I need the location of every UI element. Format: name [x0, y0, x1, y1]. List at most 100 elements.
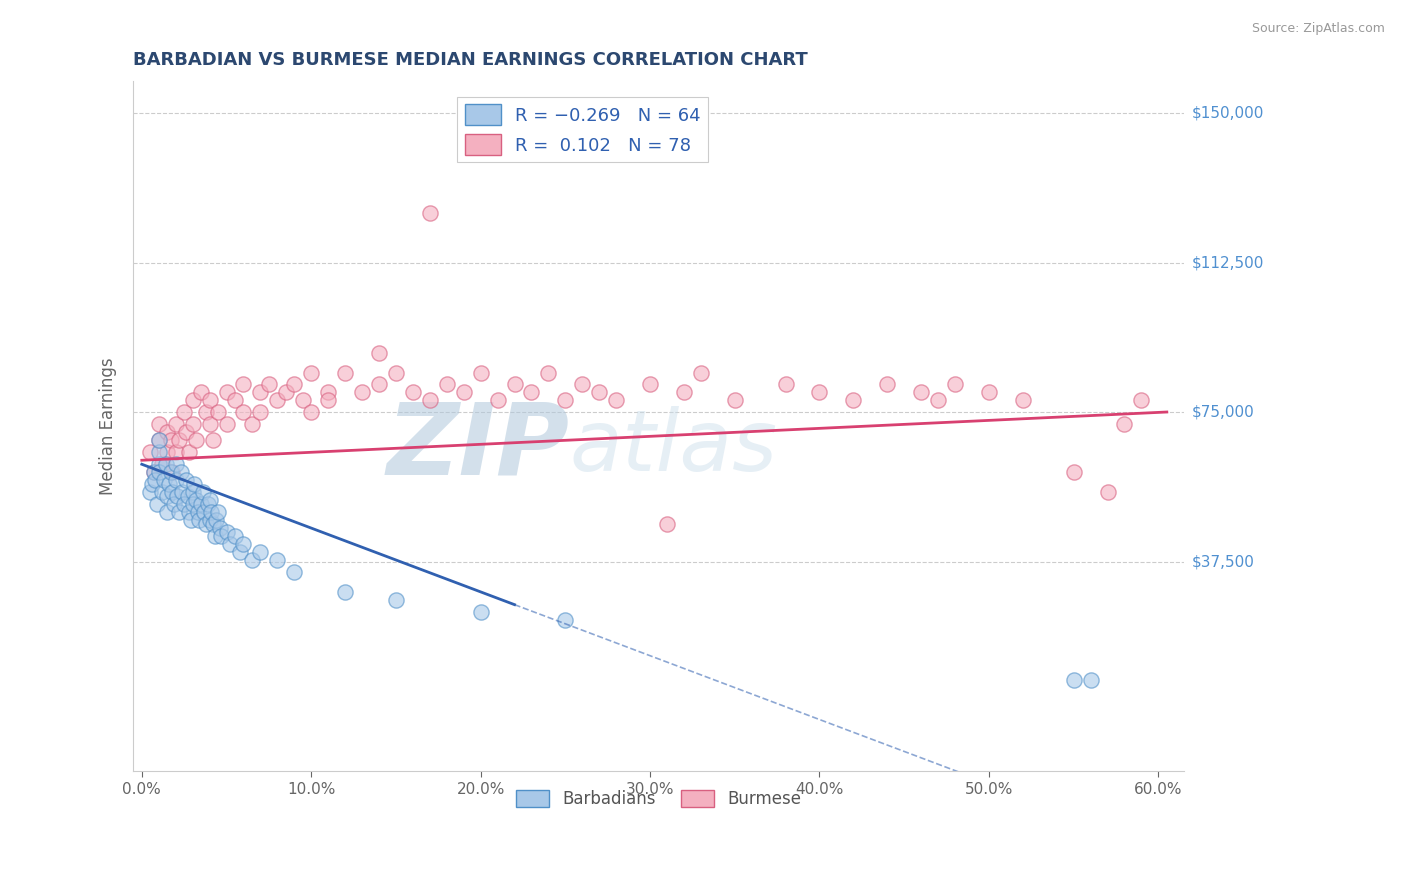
Text: $75,000: $75,000: [1192, 405, 1254, 420]
Point: [240, 553, 263, 567]
Point: [910, 385, 932, 400]
Point: [927, 393, 949, 408]
Point: [1080, 673, 1102, 687]
Point: [204, 529, 226, 543]
Point: [249, 385, 271, 400]
Point: [139, 445, 162, 459]
Point: [316, 385, 339, 400]
Point: [232, 405, 254, 419]
Point: [385, 366, 408, 380]
Point: [943, 377, 966, 392]
Point: [605, 393, 627, 408]
Point: [181, 393, 204, 408]
Point: [181, 485, 204, 500]
Point: [215, 385, 238, 400]
Point: [333, 366, 356, 380]
Point: [486, 393, 509, 408]
Point: [142, 465, 165, 479]
Point: [554, 393, 576, 408]
Point: [977, 385, 1000, 400]
Point: [181, 497, 204, 511]
Point: [193, 505, 215, 519]
Point: [172, 485, 194, 500]
Text: BARBADIAN VS BURMESE MEDIAN EARNINGS CORRELATION CHART: BARBADIAN VS BURMESE MEDIAN EARNINGS COR…: [134, 51, 808, 69]
Point: [198, 493, 221, 508]
Text: ZIP: ZIP: [387, 399, 569, 496]
Point: [571, 377, 593, 392]
Point: [638, 377, 661, 392]
Point: [266, 553, 288, 567]
Point: [205, 513, 228, 527]
Point: [167, 434, 190, 448]
Point: [299, 405, 322, 419]
Point: [291, 393, 314, 408]
Point: [173, 497, 195, 511]
Point: [190, 385, 212, 400]
Point: [166, 489, 188, 503]
Point: [1011, 393, 1033, 408]
Point: [207, 405, 229, 419]
Point: [402, 385, 425, 400]
Point: [385, 592, 408, 607]
Point: [588, 385, 610, 400]
Point: [190, 497, 212, 511]
Point: [159, 465, 181, 479]
Point: [274, 385, 297, 400]
Point: [148, 434, 170, 448]
Point: [153, 473, 176, 487]
Point: [1130, 393, 1153, 408]
Point: [200, 505, 222, 519]
Point: [180, 513, 202, 527]
Point: [141, 477, 163, 491]
Point: [176, 489, 198, 503]
Point: [184, 493, 207, 508]
Point: [197, 497, 219, 511]
Point: [148, 465, 170, 479]
Point: [163, 497, 186, 511]
Point: [157, 477, 180, 491]
Point: [655, 517, 678, 532]
Point: [148, 434, 170, 448]
Point: [1114, 417, 1136, 432]
Point: [148, 445, 170, 459]
Point: [333, 585, 356, 599]
Point: [876, 377, 898, 392]
Point: [215, 524, 238, 539]
Point: [232, 537, 254, 551]
Point: [159, 434, 181, 448]
Point: [148, 457, 170, 471]
Text: $37,500: $37,500: [1192, 555, 1256, 569]
Point: [139, 485, 162, 500]
Point: [503, 377, 526, 392]
Point: [174, 425, 197, 440]
Point: [165, 457, 187, 471]
Point: [195, 405, 218, 419]
Point: [188, 513, 211, 527]
Point: [198, 513, 221, 527]
Point: [368, 345, 391, 359]
Point: [1097, 485, 1119, 500]
Point: [184, 434, 207, 448]
Point: [775, 377, 797, 392]
Point: [143, 473, 166, 487]
Point: [1063, 673, 1085, 687]
Point: [283, 377, 305, 392]
Text: Source: ZipAtlas.com: Source: ZipAtlas.com: [1251, 22, 1385, 36]
Point: [215, 417, 238, 432]
Point: [1063, 465, 1085, 479]
Point: [150, 457, 173, 471]
Point: [148, 417, 170, 432]
Point: [198, 417, 221, 432]
Point: [209, 529, 232, 543]
Point: [690, 366, 713, 380]
Point: [201, 517, 224, 532]
Point: [724, 393, 747, 408]
Point: [179, 445, 201, 459]
Point: [208, 521, 231, 535]
Point: [470, 605, 492, 619]
Point: [150, 485, 173, 500]
Point: [174, 473, 197, 487]
Point: [156, 505, 179, 519]
Point: [179, 505, 201, 519]
Point: [201, 434, 224, 448]
